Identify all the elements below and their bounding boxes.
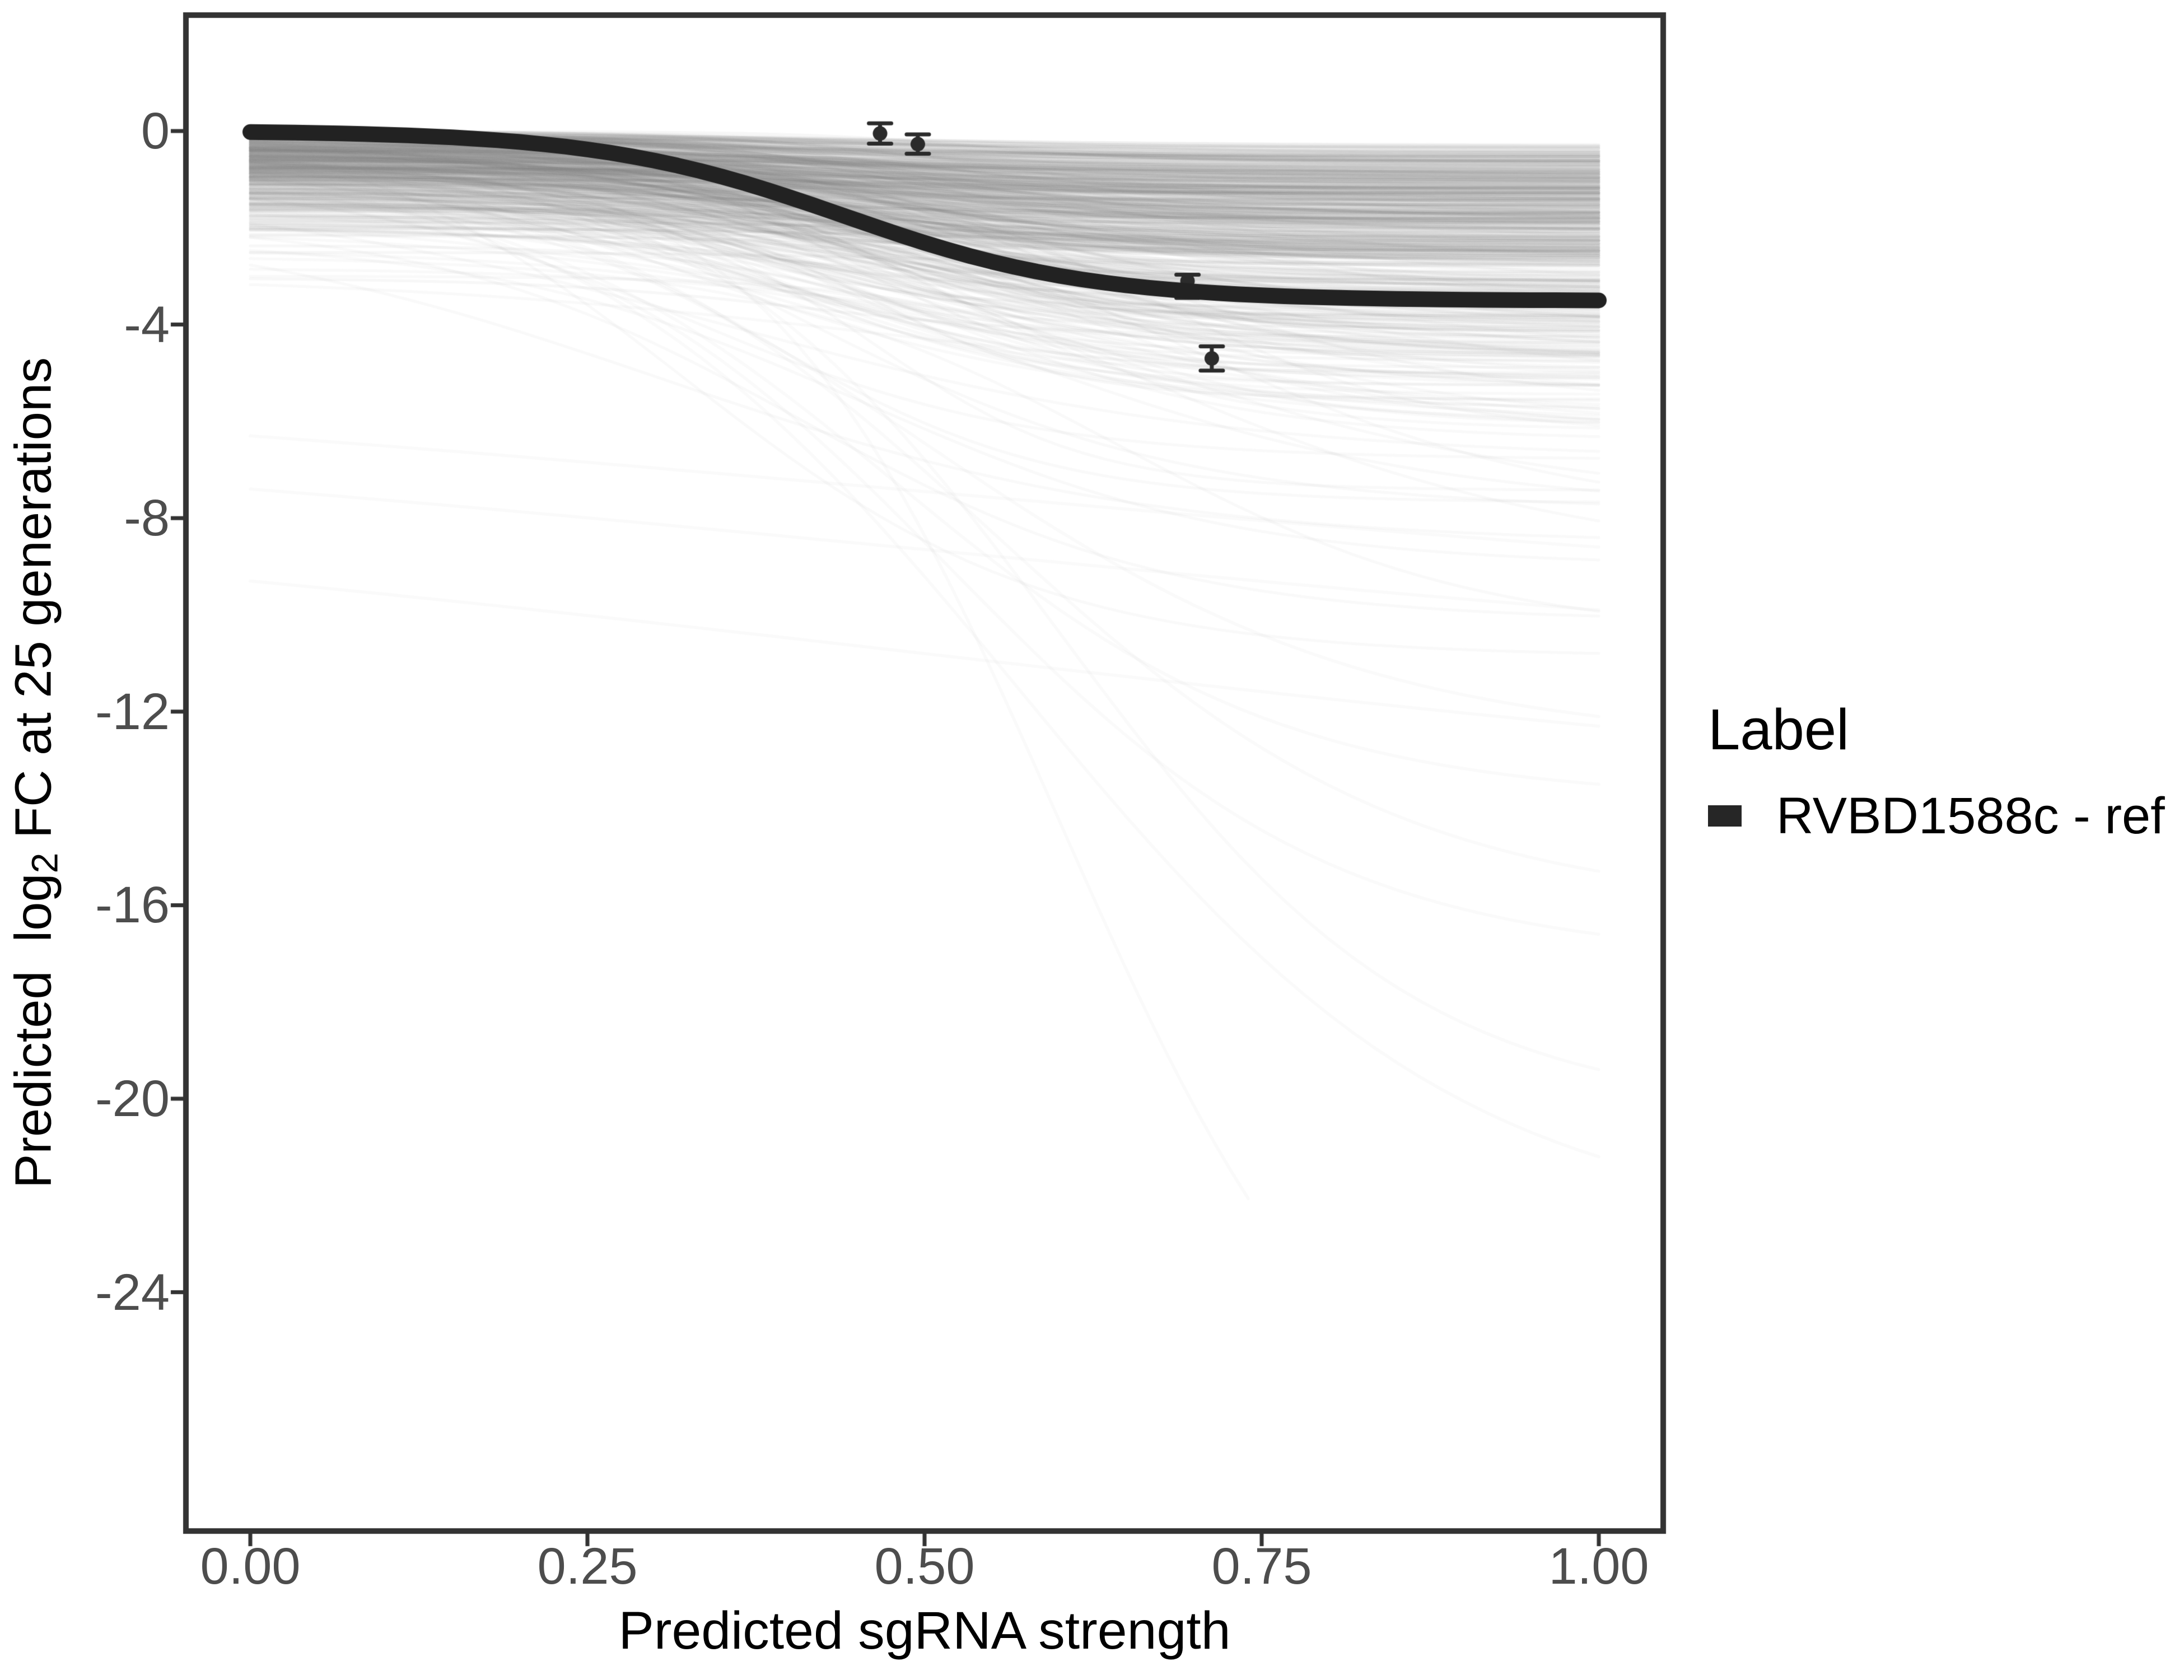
x-tick-label: 0.50 (874, 1538, 975, 1595)
y-axis-title-subscript: 2 (24, 852, 66, 874)
y-tick-label: 0 (141, 102, 170, 160)
legend-entry-label: RVBD1588c - ref (1776, 787, 2165, 844)
legend: Label RVBD1588c - ref (1706, 0, 2184, 1680)
x-tick-label: 0.75 (1211, 1538, 1312, 1595)
y-tick-label: -24 (95, 1263, 170, 1321)
x-tick-label: 0.00 (200, 1538, 301, 1595)
y-tick-label: -8 (124, 489, 170, 547)
y-tick-label: -16 (95, 876, 170, 934)
y-axis-title-text: FC at 25 generations (4, 357, 62, 853)
y-axis-title-text: Predicted log (4, 873, 62, 1189)
legend-title: Label (1708, 697, 1850, 762)
x-tick-label: 1.00 (1548, 1538, 1649, 1595)
x-tick-label: 0.25 (537, 1538, 638, 1595)
x-axis-title: Predicted sgRNA strength (618, 1601, 1231, 1660)
y-tick-label: -20 (95, 1070, 170, 1127)
y-tick-label: -12 (95, 683, 170, 740)
y-tick-label: -4 (124, 296, 170, 353)
y-axis-title: Predicted log2 FC at 25 generations (4, 357, 66, 1189)
legend-entry: RVBD1588c - ref (1706, 788, 2184, 844)
legend-key-line-icon (1708, 805, 1742, 827)
